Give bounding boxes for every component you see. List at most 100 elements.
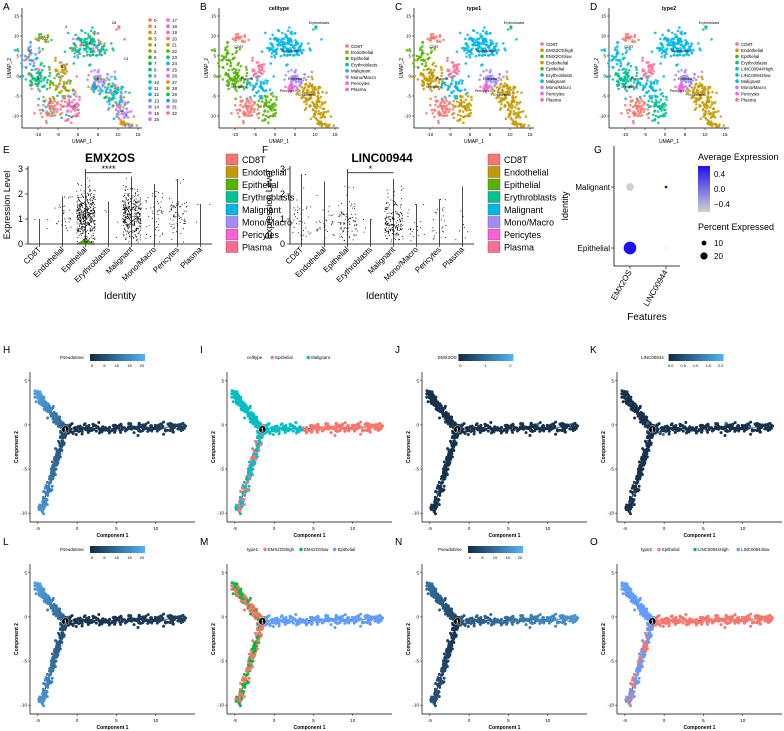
umap-point [496, 79, 500, 82]
jitter-point [91, 212, 93, 214]
jitter-point [170, 205, 172, 207]
umap-point [700, 75, 704, 79]
umap-point [251, 59, 254, 63]
umap-point [440, 83, 444, 87]
jitter-point [79, 206, 81, 208]
jitter-point [386, 223, 388, 224]
umap-point [515, 103, 519, 107]
umap-point [255, 82, 258, 85]
jitter-point [162, 192, 164, 194]
umap-point [497, 95, 500, 99]
jitter-point [137, 228, 139, 230]
umap-point [704, 26, 708, 30]
legend-label: 3 [154, 36, 157, 41]
umap-point [229, 64, 232, 68]
umap-point [269, 62, 273, 65]
umap-point [467, 105, 470, 109]
significance-label: **** [101, 164, 116, 174]
jitter-point [332, 214, 334, 216]
umap-point [638, 101, 641, 105]
jitter-point [305, 235, 307, 237]
umap-point [67, 114, 71, 118]
umap-point [260, 86, 264, 89]
umap-point [619, 64, 622, 68]
umap-point [441, 109, 445, 113]
jitter-point [90, 212, 92, 214]
umap-point [692, 48, 695, 52]
jitter-point [344, 240, 345, 242]
umap-point [420, 62, 424, 66]
jitter-point [346, 213, 348, 215]
umap-point [105, 95, 108, 99]
colorbar-tick: 0.0 [714, 185, 726, 194]
umap-point [660, 51, 664, 55]
jitter-point [390, 199, 392, 201]
umap-point [469, 36, 472, 40]
umap-point [503, 47, 506, 50]
x-tick-label: 15 [332, 132, 338, 137]
umap-point [650, 50, 654, 53]
legend-swatch [487, 153, 501, 166]
jitter-point [444, 199, 446, 201]
jitter-point [89, 199, 91, 201]
umap-point [285, 54, 289, 57]
jitter-point [384, 229, 386, 231]
jitter-point [172, 219, 174, 221]
cell-point [170, 428, 174, 432]
umap-point [294, 38, 297, 42]
jitter-point [79, 224, 81, 226]
jitter-point [123, 209, 125, 211]
umap-point [99, 77, 102, 80]
jitter-point [62, 206, 64, 207]
umap-point [715, 91, 718, 95]
jitter-point [93, 235, 94, 237]
umap-point [476, 42, 480, 45]
umap-point [288, 42, 291, 46]
umap-point [242, 121, 245, 125]
jitter-point [338, 205, 340, 207]
umap-point [284, 33, 287, 36]
umap-point [465, 51, 469, 55]
umap-point [24, 58, 28, 61]
umap-point [646, 61, 650, 64]
jitter-point [137, 241, 139, 243]
legend-swatch [148, 98, 152, 103]
umap-point [486, 46, 490, 49]
umap-point [458, 94, 462, 98]
umap-point [471, 43, 474, 47]
umap-point [320, 38, 323, 41]
umap-point [104, 79, 108, 82]
umap-panel-3: -10 -5 0 5 10 15151050-5-10UMAP_1UMAP_2type1C… [399, 6, 574, 145]
umap-point [291, 46, 295, 49]
umap-point [677, 70, 680, 73]
umap-point [489, 79, 492, 83]
umap-point [452, 89, 455, 93]
jitter-point [322, 209, 324, 211]
umap-point [307, 85, 310, 89]
cluster-label: Erythroblasts [309, 21, 330, 25]
umap-point [688, 84, 691, 88]
umap-point [457, 81, 460, 85]
umap-point [458, 89, 462, 93]
umap-point [115, 28, 118, 31]
umap-point [47, 101, 51, 104]
umap-point [312, 104, 316, 107]
jitter-point [297, 209, 299, 211]
umap-point [707, 91, 710, 95]
umap-point [56, 101, 59, 105]
jitter-point [94, 216, 96, 218]
umap-point [641, 68, 645, 71]
cell-point [119, 430, 123, 434]
jitter-point [348, 236, 350, 238]
umap-panel-1: -10 -5 0 5 10 15151050-5-10UMAP_1UMAP_2317222… [7, 8, 178, 145]
jitter-point [77, 183, 79, 184]
umap-point [113, 90, 117, 94]
legend-swatch [735, 42, 739, 46]
umap-point [459, 79, 463, 82]
umap-point [44, 105, 48, 109]
jitter-point [130, 215, 132, 217]
jitter-point [77, 218, 79, 220]
jitter-point [81, 225, 83, 227]
umap-point [667, 29, 671, 33]
umap-point [301, 79, 305, 82]
